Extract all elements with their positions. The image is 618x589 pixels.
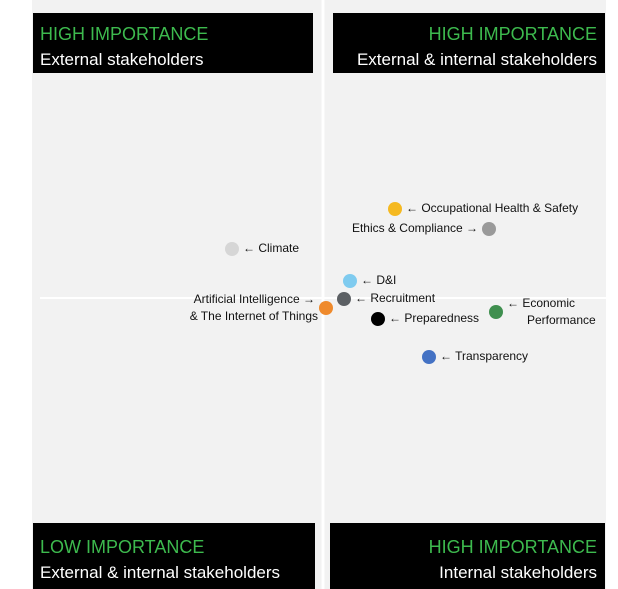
quadrant-subheading: External stakeholders [40,50,203,69]
quadrant-heading: HIGH IMPORTANCE [429,24,597,44]
quadrant-heading: HIGH IMPORTANCE [40,24,208,44]
item-label: Ethics & Compliance → [352,221,478,235]
item-label: & The Internet of Things [190,309,318,323]
background [32,0,606,589]
item-label: ← Preparedness [389,311,479,325]
quadrant-box [33,13,313,73]
item-label: ← Recruitment [355,291,436,305]
item-label: ← Transparency [440,349,528,363]
quadrant-subheading: External & internal stakeholders [357,50,597,69]
point [482,222,496,236]
quadrant-subheading: External & internal stakeholders [40,563,280,582]
point [337,292,351,306]
point [319,301,333,315]
quadrant-subheading: Internal stakeholders [439,563,597,582]
item-label: Artificial Intelligence → [194,292,315,306]
quadrant-box [330,523,605,589]
point [225,242,239,256]
item-label: ← D&I [361,273,396,287]
item-label: ← Economic [507,296,575,310]
quadrant-heading: LOW IMPORTANCE [40,537,204,557]
item-label: ← Climate [243,241,299,255]
point [343,274,357,288]
quadrant-box [333,13,605,73]
point [489,305,503,319]
quadrant-heading: HIGH IMPORTANCE [429,537,597,557]
point [422,350,436,364]
quadrant-box [33,523,315,589]
item-label: Performance [527,313,596,327]
item-label: ← Occupational Health & Safety [406,201,578,215]
point [388,202,402,216]
point [371,312,385,326]
